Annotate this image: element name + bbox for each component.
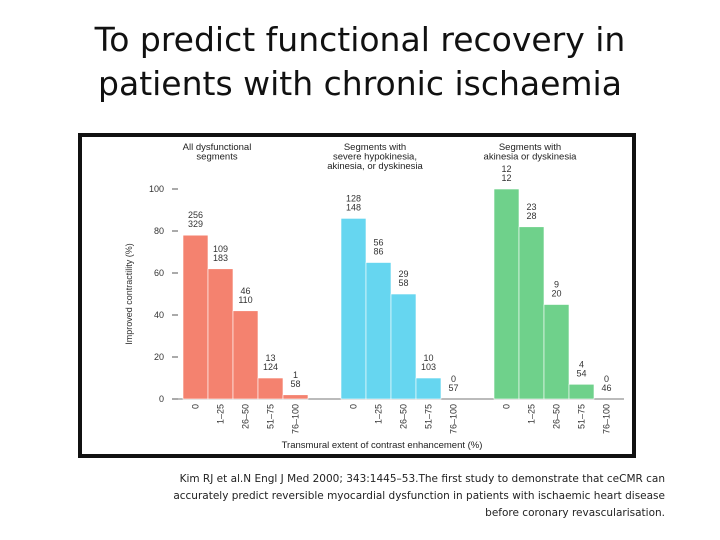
x-tick-label: 51–75 <box>266 404 276 429</box>
figure-panel: 0 20 40 60 80 100 Improved contractility (%) Al… <box>82 137 632 454</box>
bar-label-denominator: 329 <box>188 219 203 229</box>
panel-title-line: segments <box>196 152 237 163</box>
panel-title-line: Segments with <box>499 142 561 153</box>
bar-label-denominator: 54 <box>576 368 586 378</box>
x-tick-label: 76–100 <box>602 404 612 434</box>
x-tick-label: 1–25 <box>527 404 537 424</box>
x-tick-label: 1–25 <box>216 404 226 424</box>
bar <box>365 262 392 400</box>
x-tick-label: 0 <box>349 404 359 409</box>
bar-label-numerator: 128 <box>346 193 361 203</box>
bar-label-numerator: 9 <box>554 280 559 290</box>
caption-line-3: before coronary revascularisation. <box>485 507 665 519</box>
panel-title-line: severe hypokinesia, <box>333 152 417 163</box>
panel-title-line: akinesia, or dyskinesia <box>327 161 423 172</box>
bar-label-denominator: 57 <box>448 383 458 393</box>
x-tick-label: 0 <box>502 404 512 409</box>
x-tick-label: 51–75 <box>424 404 434 429</box>
slide-title: To predict functional recovery in patien… <box>40 18 680 106</box>
bar-label-denominator: 103 <box>421 362 436 372</box>
panel-title-line: akinesia or dyskinesia <box>484 152 578 163</box>
bar <box>257 377 284 400</box>
bar-label-numerator: 1 <box>293 370 298 380</box>
bar <box>543 304 570 400</box>
bar-label-numerator: 256 <box>188 210 203 220</box>
bar-label-denominator: 148 <box>346 202 361 212</box>
bar-label-numerator: 109 <box>213 244 228 254</box>
y-axis-label: Improved contractility (%) <box>124 243 134 345</box>
bar-label-numerator: 10 <box>423 353 433 363</box>
bar-label-numerator: 13 <box>265 353 275 363</box>
bar-label-denominator: 58 <box>290 379 300 389</box>
x-tick-label: 1–25 <box>374 404 384 424</box>
x-tick-label: 51–75 <box>577 404 587 429</box>
bar-label-numerator: 23 <box>526 202 536 212</box>
slide-title-line-2: patients with chronic ischaemia <box>98 64 622 103</box>
bar <box>568 384 595 400</box>
y-tick-label: 100 <box>149 184 164 194</box>
panel-title-line: Segments with <box>344 142 406 153</box>
bar-label-numerator: 46 <box>240 286 250 296</box>
y-tick-label: 60 <box>154 268 164 278</box>
bar-label-denominator: 58 <box>398 278 408 288</box>
x-tick-label: 26–50 <box>552 404 562 429</box>
bar <box>493 188 520 400</box>
y-tick-label: 20 <box>154 352 164 362</box>
bar-label-numerator: 12 <box>501 164 511 174</box>
bar <box>182 234 209 400</box>
bar-label-denominator: 124 <box>263 362 278 372</box>
caption-line-1: Kim RJ et al.N Engl J Med 2000; 343:1445… <box>179 473 665 485</box>
bar <box>232 310 259 400</box>
y-tick-label: 40 <box>154 310 164 320</box>
y-tick-label: 0 <box>159 394 164 404</box>
bar <box>415 377 442 400</box>
caption-line-2: accurately predict reversible myocardial… <box>173 490 665 502</box>
bar-label-denominator: 183 <box>213 253 228 263</box>
bar-label-numerator: 0 <box>451 374 456 384</box>
bar-label-numerator: 29 <box>398 269 408 279</box>
bar <box>340 218 367 400</box>
x-axis-label: Transmural extent of contrast enhancemen… <box>282 440 483 451</box>
bar <box>390 293 417 400</box>
x-tick-label: 0 <box>191 404 201 409</box>
panel-title-line: All dysfunctional <box>183 142 252 153</box>
y-tick-label: 80 <box>154 226 164 236</box>
bar-label-denominator: 12 <box>501 173 511 183</box>
citation-caption: Kim RJ et al.N Engl J Med 2000; 343:1445… <box>120 471 665 522</box>
bar-label-denominator: 20 <box>551 289 561 299</box>
x-tick-label: 26–50 <box>399 404 409 429</box>
bar-label-numerator: 56 <box>373 238 383 248</box>
x-tick-label: 26–50 <box>241 404 251 429</box>
slide-title-line-1: To predict functional recovery in <box>94 20 626 59</box>
bar-label-numerator: 4 <box>579 359 584 369</box>
bar-label-numerator: 0 <box>604 374 609 384</box>
bar <box>207 268 234 400</box>
x-tick-label: 76–100 <box>449 404 459 434</box>
bar-label-denominator: 110 <box>238 295 252 305</box>
bar-label-denominator: 28 <box>526 211 536 221</box>
bar-label-denominator: 46 <box>601 383 611 393</box>
bar <box>518 226 545 400</box>
bar <box>282 394 309 400</box>
bar-label-denominator: 86 <box>373 247 383 257</box>
figure-frame: 0 20 40 60 80 100 Improved contractility (%) Al… <box>78 133 636 458</box>
x-tick-label: 76–100 <box>291 404 301 434</box>
